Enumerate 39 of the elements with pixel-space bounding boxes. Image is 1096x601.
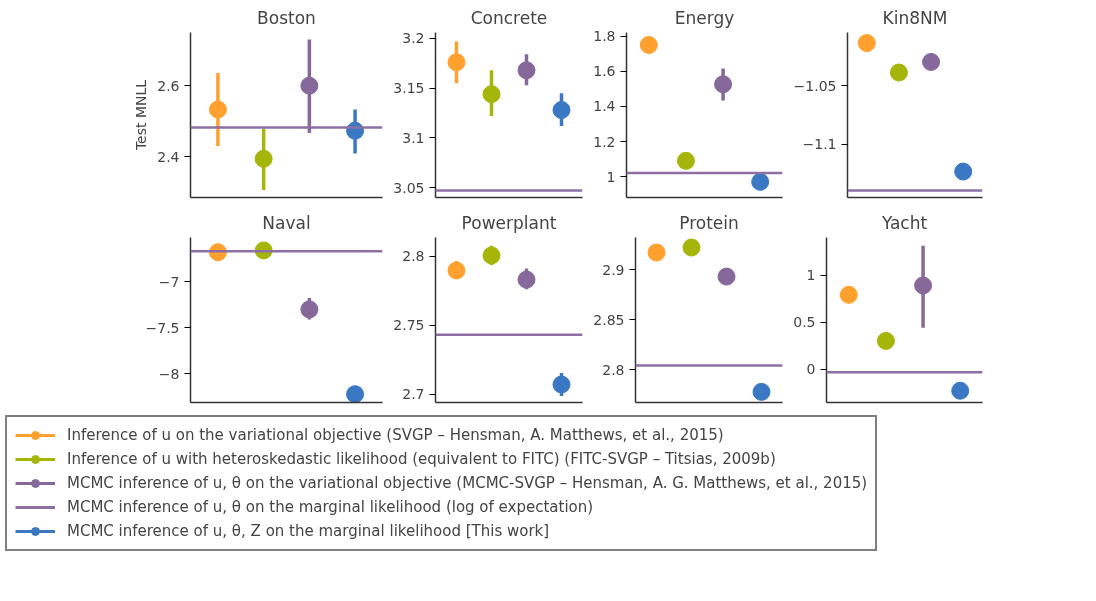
- chart-title: Concrete: [470, 7, 548, 28]
- y-tick-label: 1.2: [593, 133, 616, 150]
- y-tick-label: 2.85: [593, 311, 625, 328]
- chart-title: Boston: [257, 7, 316, 28]
- y-tick-label: 2.9: [602, 261, 625, 278]
- y-tick-label: 0: [806, 361, 816, 378]
- y-tick-label: −7: [158, 273, 180, 290]
- y-tick-label: 1: [806, 267, 816, 284]
- y-tick-label: 3.05: [393, 179, 425, 196]
- legend-label: Inference of u on the variational objective (SVGP – Hensman, A. Matthews, et al., 2015): [67, 426, 724, 444]
- y-tick-label: 0.5: [793, 314, 816, 331]
- y-tick-label: 2.75: [393, 317, 425, 334]
- y-tick-label: 2.4: [157, 148, 180, 165]
- y-tick-label: −1.05: [793, 77, 837, 94]
- y-tick-label: −1.1: [802, 136, 837, 153]
- y-tick-label: 1: [606, 168, 616, 185]
- chart-title: Yacht: [880, 212, 928, 233]
- chart-title: Protein: [679, 212, 739, 233]
- legend-label: MCMC inference of u, θ on the variational objective (MCMC-SVGP – Hensman, A. G. Matthews, et al., 2015): [67, 474, 868, 492]
- y-tick-label: 2.6: [157, 77, 180, 94]
- y-tick-label: 2.8: [402, 248, 425, 265]
- y-tick-label: 1.6: [593, 63, 616, 80]
- y-tick-label: 2.7: [402, 386, 425, 403]
- y-tick-label: 3.2: [402, 30, 425, 47]
- chart-title: Energy: [674, 7, 735, 28]
- y-tick-label: 1.4: [593, 98, 616, 115]
- chart-title: Naval: [262, 212, 311, 233]
- legend-label: Inference of u with heteroskedastic likelihood (equivalent to FITC) (FITC-SVGP – Titsias, 2009b): [67, 450, 776, 468]
- y-tick-label: 3.1: [402, 129, 425, 146]
- y-tick-label: 1.8: [593, 28, 616, 45]
- chart-title: Kin8NM: [882, 7, 948, 28]
- chart-title: Powerplant: [461, 212, 557, 233]
- y-tick-label: 2.8: [602, 361, 625, 378]
- y-axis-title: Test MNLL: [133, 79, 150, 152]
- y-tick-label: −7.5: [145, 319, 180, 336]
- legend-label: MCMC inference of u, θ, Z on the marginal likelihood [This work]: [67, 522, 550, 540]
- legend-label: MCMC inference of u, θ on the marginal likelihood (log of expectation): [67, 498, 594, 516]
- y-tick-label: 3.15: [393, 80, 425, 97]
- y-tick-label: −8: [158, 365, 180, 382]
